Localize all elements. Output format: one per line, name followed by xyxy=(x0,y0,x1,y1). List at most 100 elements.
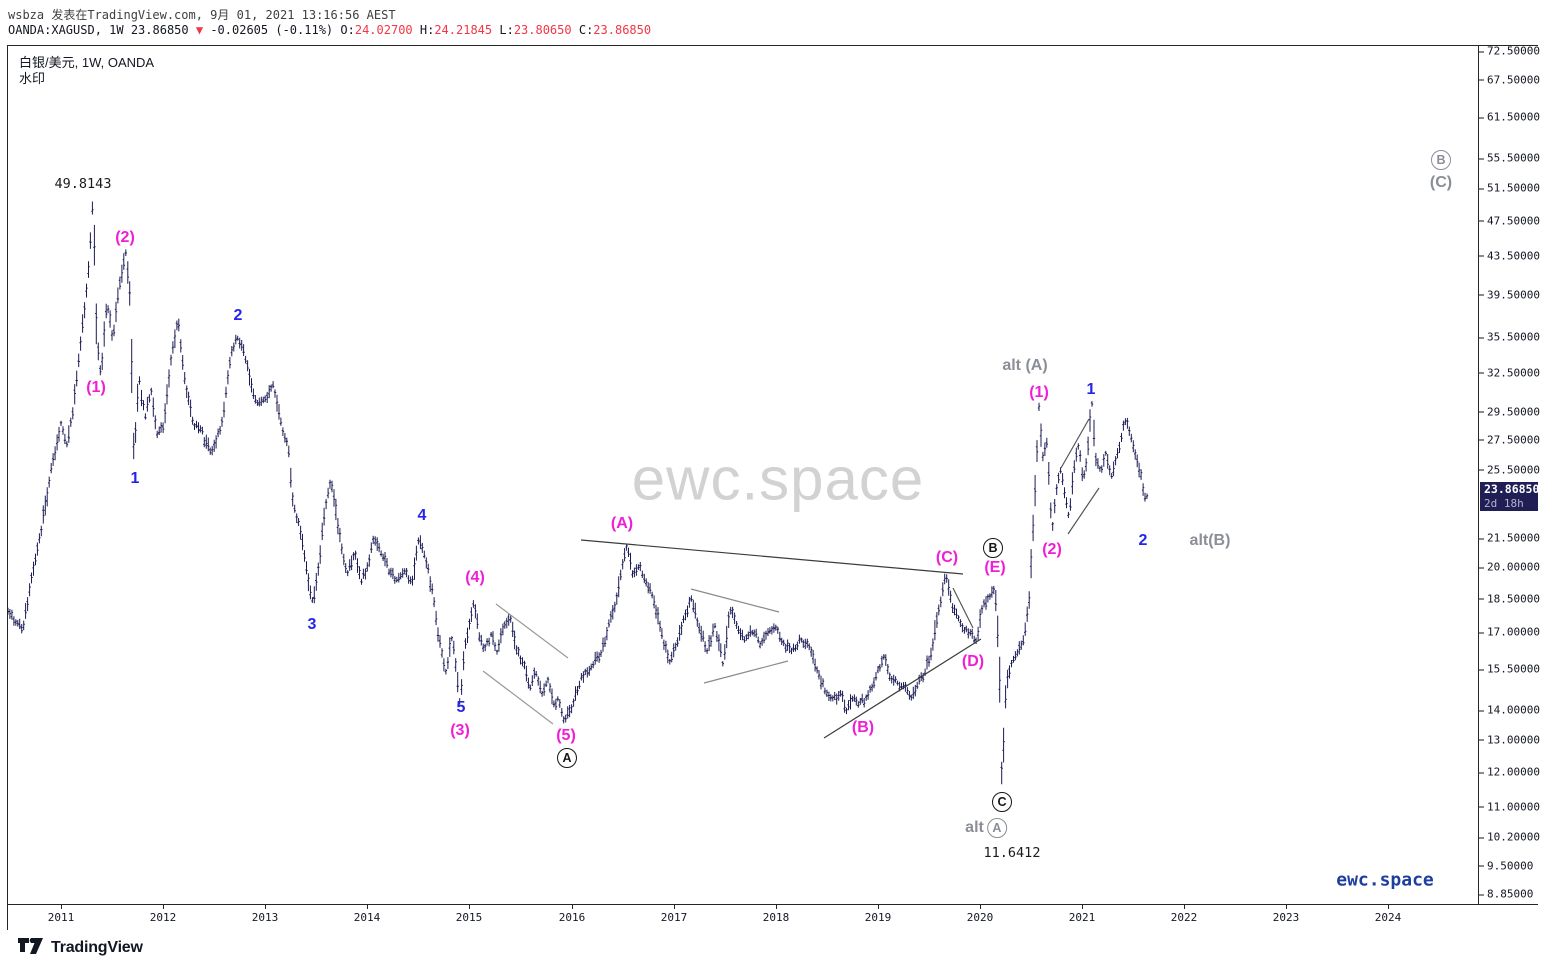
ohlc-high: H:24.21845 xyxy=(420,23,492,37)
last-price-value: 23.86850 xyxy=(1484,482,1540,497)
year-tick xyxy=(469,905,470,909)
tradingview-logo-text: TradingView xyxy=(51,938,143,956)
price-tick-label: 9.50000 xyxy=(1479,859,1539,872)
price-bars-series xyxy=(8,201,1149,785)
trend-line[interactable] xyxy=(690,588,780,613)
year-label: 2014 xyxy=(353,911,381,924)
trend-line[interactable] xyxy=(580,539,964,575)
wave-label: 2 xyxy=(1138,532,1148,549)
high-label: H: xyxy=(419,23,435,37)
symbol-title: OANDA:XAGUSD, 1W 23.86850 xyxy=(8,23,189,37)
price-chart-canvas xyxy=(8,201,1149,785)
tradingview-logo[interactable]: TradingView xyxy=(18,938,143,957)
price-tick-label: 14.00000 xyxy=(1479,704,1540,717)
year-label: 2019 xyxy=(864,911,892,924)
year-tick xyxy=(367,905,368,909)
year-tick xyxy=(61,905,62,909)
time-axis[interactable]: 2011 2012 2013 2014 2015 2016 2017 2018 2019 2020… xyxy=(8,904,1538,931)
wave-label: (4) xyxy=(465,569,485,586)
price-tick-label: 17.00000 xyxy=(1479,626,1540,639)
high-value: 24.21845 xyxy=(434,23,493,37)
price-tick-label: 20.00000 xyxy=(1479,561,1540,574)
wave-label: (C) xyxy=(935,549,959,566)
year-label: 2012 xyxy=(149,911,177,924)
year-label: 2024 xyxy=(1374,911,1402,924)
price-tick-label: 8.85000 xyxy=(1479,888,1539,901)
year-label: 2016 xyxy=(558,911,586,924)
trend-line[interactable] xyxy=(823,638,982,739)
year-tick xyxy=(265,905,266,909)
year-tick xyxy=(776,905,777,909)
year-label: 2011 xyxy=(47,911,75,924)
open-label: O: xyxy=(340,23,355,37)
low-label: L: xyxy=(499,23,514,37)
price-tick-label: 29.50000 xyxy=(1479,405,1540,418)
wave-label: (3) xyxy=(450,722,470,739)
price-tick-label: 72.50000 xyxy=(1479,45,1540,58)
ohlc-close: C:23.86850 xyxy=(579,23,651,37)
year-label: 2017 xyxy=(660,911,688,924)
price-tick-label: 32.50000 xyxy=(1479,366,1540,379)
center-watermark: ewc.space xyxy=(631,445,925,513)
close-value: 23.86850 xyxy=(593,23,652,37)
chart-plot-area[interactable]: ewc.space (1) (2) 1 2 3 4 5 (3) (4) (5) A (A) (B) (C)… xyxy=(8,46,1478,904)
corner-watermark: ewc.space xyxy=(1336,869,1434,891)
price-tick-label: 25.50000 xyxy=(1479,463,1540,476)
year-tick xyxy=(878,905,879,909)
price-tick-label: 21.50000 xyxy=(1479,532,1540,545)
trend-line[interactable] xyxy=(482,670,554,725)
wave-label: (1) xyxy=(1029,384,1049,401)
price-axis[interactable]: 23.86850 2d 18h 72.50000 67.50000 61.50000… xyxy=(1478,45,1540,904)
open-value: 24.02700 xyxy=(354,23,413,37)
price-tick-label: 18.50000 xyxy=(1479,592,1540,605)
trend-line[interactable] xyxy=(1067,487,1100,535)
price-tick-label: 12.00000 xyxy=(1479,766,1540,779)
wave-label: (5) xyxy=(556,727,576,744)
price-tick-label: 39.50000 xyxy=(1479,288,1540,301)
price-tick-label: 35.50000 xyxy=(1479,331,1540,344)
trend-line[interactable] xyxy=(495,603,569,659)
wave-label: (2) xyxy=(115,229,135,246)
trend-line[interactable] xyxy=(703,660,789,684)
trend-line[interactable] xyxy=(1060,418,1090,469)
symbol-legend[interactable]: 白银/美元, 1W, OANDA 水印 xyxy=(19,55,154,87)
wave-circle-label: C xyxy=(992,792,1012,812)
legend-symbol-text: 白银/美元, 1W, OANDA xyxy=(19,55,155,70)
price-tick-label: 11.00000 xyxy=(1479,800,1540,813)
wave-label: 1 xyxy=(130,470,140,487)
year-label: 2023 xyxy=(1272,911,1300,924)
wave-label: alt(B) xyxy=(1189,532,1231,549)
ohlc-low: L:23.80650 xyxy=(499,23,571,37)
wave-label: (B) xyxy=(851,719,875,736)
last-price-label: 23.86850 2d 18h xyxy=(1480,482,1540,512)
year-tick xyxy=(674,905,675,909)
chart-widget: ewc.space (1) (2) 1 2 3 4 5 (3) (4) (5) A (A) (B) (C)… xyxy=(7,45,1540,931)
wave-label: 4 xyxy=(417,507,427,524)
wave-circle-label: B xyxy=(983,538,1003,558)
wave-label: alt (A) xyxy=(1002,357,1048,374)
year-tick xyxy=(980,905,981,909)
price-change: -0.02605 (-0.11%) xyxy=(210,23,334,37)
year-tick xyxy=(1388,905,1389,909)
wave-label: 5 xyxy=(456,699,466,716)
year-tick xyxy=(572,905,573,909)
wave-label: (2) xyxy=(1042,541,1062,558)
tradingview-logo-icon xyxy=(18,938,43,954)
wave-label: (E) xyxy=(984,559,1006,576)
change-down-arrow-icon: ▼ xyxy=(195,23,204,37)
wave-label: 2 xyxy=(233,307,243,324)
trend-line[interactable] xyxy=(952,587,974,629)
price-tick-label: 43.50000 xyxy=(1479,249,1540,262)
year-label: 2013 xyxy=(251,911,279,924)
wave-circle-label: A xyxy=(557,748,577,768)
year-label: 2021 xyxy=(1068,911,1096,924)
price-tick-label: 13.00000 xyxy=(1479,733,1540,746)
ohlc-open: O:24.02700 xyxy=(340,23,412,37)
year-label: 2020 xyxy=(966,911,994,924)
year-tick xyxy=(1184,905,1185,909)
price-tick-label: 47.50000 xyxy=(1479,214,1540,227)
wave-label: 1 xyxy=(1086,381,1096,398)
wave-circle-label: B xyxy=(1431,150,1451,170)
year-label: 2015 xyxy=(455,911,483,924)
